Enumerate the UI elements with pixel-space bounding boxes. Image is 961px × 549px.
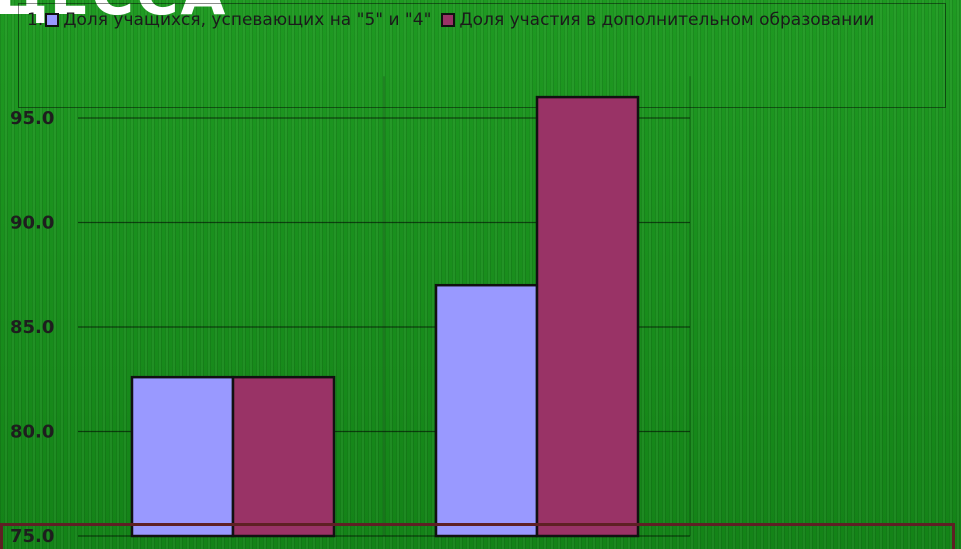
legend-label-series-1: Доля учащихся, успевающих на "5" и "4" [63,10,432,30]
y-tick-label: 80.0 [10,422,54,443]
bar-series-2-category-1 [231,375,336,538]
legend-swatch-series-2 [441,13,456,27]
bar-series-1-category-2 [434,283,539,538]
bottom-border-frame [0,523,955,549]
y-tick-label: 75.0 [10,526,54,547]
legend-frame: 1. Доля учащихся, успевающих на "5" и "4… [18,3,946,108]
y-tick-label: 90.0 [10,213,54,234]
bar-series-1-category-1 [130,375,235,538]
background-title-fragment: ЦЕССА [0,0,227,28]
legend: 1. Доля учащихся, успевающих на "5" и "4… [27,10,884,30]
bar-series-2-category-2 [535,95,640,538]
legend-item-series-2: Доля участия в дополнительном образовани… [441,10,874,30]
legend-item-series-1: Доля учащихся, успевающих на "5" и "4" [45,10,431,30]
legend-swatch-series-1 [45,13,60,27]
legend-prefix: 1. [27,10,44,30]
y-tick-label: 95.0 [10,108,54,129]
legend-label-series-2: Доля участия в дополнительном образовани… [459,10,875,30]
y-tick-label: 85.0 [10,317,54,338]
